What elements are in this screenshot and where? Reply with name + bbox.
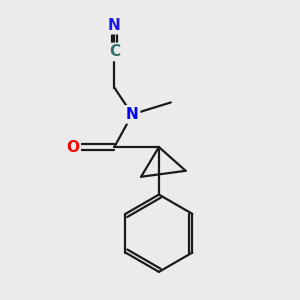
Text: C: C	[109, 44, 120, 59]
Text: N: N	[126, 107, 139, 122]
Text: N: N	[108, 18, 121, 33]
Text: O: O	[66, 140, 79, 154]
